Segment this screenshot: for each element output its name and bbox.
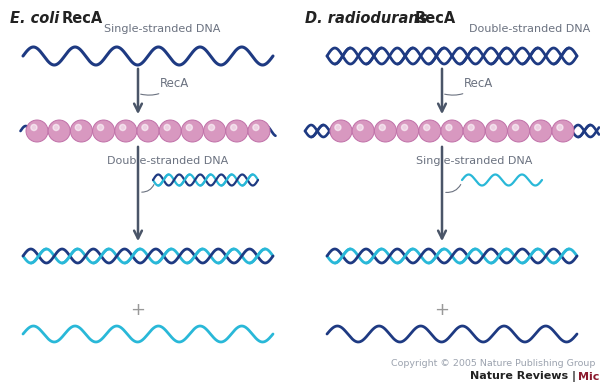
Circle shape (230, 124, 237, 130)
Circle shape (401, 124, 407, 130)
Text: +: + (434, 301, 449, 319)
Circle shape (357, 124, 363, 130)
Text: Nature Reviews |: Nature Reviews | (470, 371, 580, 383)
Circle shape (159, 120, 181, 142)
Circle shape (97, 124, 104, 130)
Circle shape (92, 120, 115, 142)
Text: +: + (131, 301, 146, 319)
Circle shape (137, 120, 159, 142)
Circle shape (142, 124, 148, 130)
Circle shape (31, 124, 37, 130)
Circle shape (164, 124, 170, 130)
Circle shape (441, 120, 463, 142)
Circle shape (419, 120, 441, 142)
Circle shape (468, 124, 474, 130)
Text: Copyright © 2005 Nature Publishing Group: Copyright © 2005 Nature Publishing Group (391, 359, 595, 369)
Circle shape (446, 124, 452, 130)
Text: D. radiodurans: D. radiodurans (305, 11, 427, 26)
Circle shape (253, 124, 259, 130)
Circle shape (490, 124, 496, 130)
Circle shape (26, 120, 48, 142)
Circle shape (379, 124, 385, 130)
Text: RecA: RecA (445, 77, 493, 95)
Text: RecA: RecA (140, 77, 189, 95)
Circle shape (70, 120, 92, 142)
Circle shape (226, 120, 248, 142)
Circle shape (552, 120, 574, 142)
Text: Double-stranded DNA: Double-stranded DNA (107, 156, 228, 166)
Text: Double-stranded DNA: Double-stranded DNA (469, 24, 590, 34)
Circle shape (248, 120, 270, 142)
Circle shape (330, 120, 352, 142)
Circle shape (512, 124, 518, 130)
Text: Single-stranded DNA: Single-stranded DNA (416, 156, 532, 166)
Circle shape (75, 124, 82, 130)
Circle shape (48, 120, 70, 142)
Circle shape (119, 124, 126, 130)
Circle shape (374, 120, 397, 142)
Circle shape (352, 120, 374, 142)
Circle shape (53, 124, 59, 130)
Circle shape (530, 120, 552, 142)
Circle shape (115, 120, 137, 142)
Text: RecA: RecA (415, 11, 456, 26)
Text: RecA: RecA (62, 11, 103, 26)
Circle shape (397, 120, 419, 142)
Circle shape (203, 120, 226, 142)
Text: Single-stranded DNA: Single-stranded DNA (104, 24, 220, 34)
Circle shape (508, 120, 530, 142)
Circle shape (557, 124, 563, 130)
Circle shape (181, 120, 203, 142)
Text: Microbiology: Microbiology (578, 372, 600, 382)
Circle shape (208, 124, 215, 130)
Circle shape (335, 124, 341, 130)
Circle shape (485, 120, 508, 142)
Circle shape (463, 120, 485, 142)
Circle shape (535, 124, 541, 130)
Circle shape (186, 124, 193, 130)
Circle shape (424, 124, 430, 130)
Text: E. coli: E. coli (10, 11, 59, 26)
